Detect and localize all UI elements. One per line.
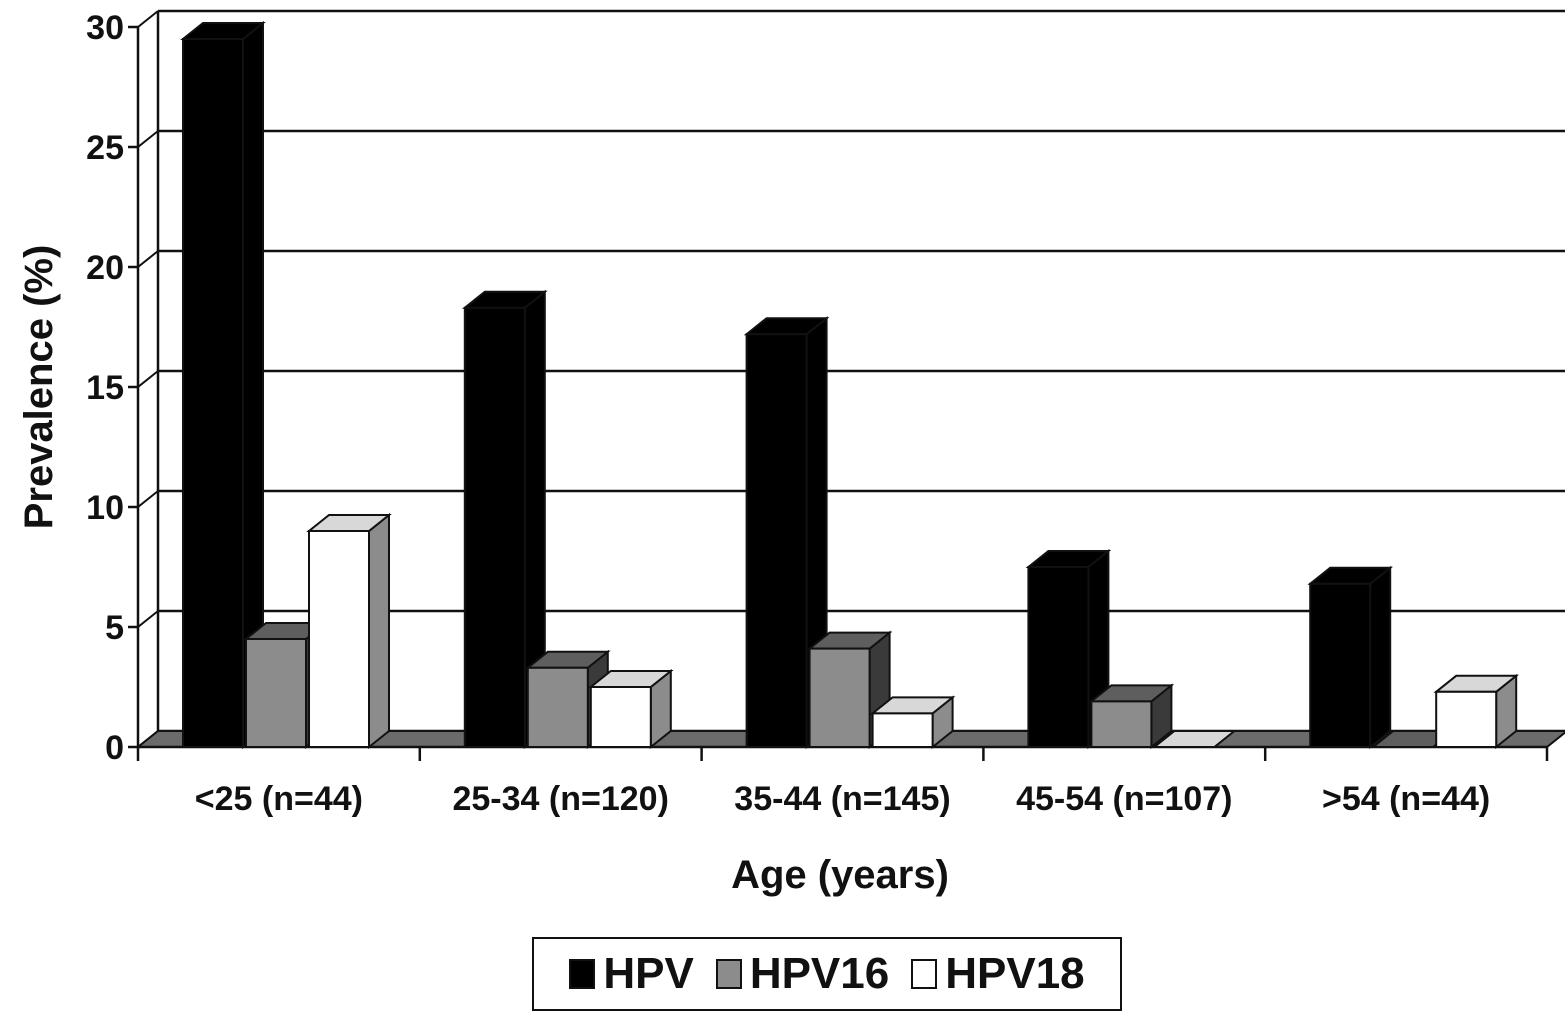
bar-hpv18 (1151, 730, 1238, 748)
x-tick-label: 35-44 (n=145) (734, 780, 950, 818)
bar-front (1309, 582, 1372, 748)
bar-front (745, 333, 808, 748)
y-tick-label: 20 (86, 249, 124, 287)
y-axis-title: Prevalence (%) (17, 245, 61, 530)
legend-swatch-hpv (569, 959, 596, 989)
bars (180, 20, 1520, 750)
x-tick-label: >54 (n=44) (1322, 780, 1490, 818)
bar-hpv16 (1088, 683, 1175, 750)
bar-front (1435, 690, 1498, 748)
x-tick-label: 45-54 (n=107) (1016, 780, 1232, 818)
legend-label-hpv: HPV (603, 949, 694, 998)
bar-hpv18 (1433, 673, 1520, 750)
bar-front (871, 712, 934, 749)
y-tick-label: 5 (105, 609, 124, 647)
y-tick-label: 30 (86, 9, 124, 47)
bar-hpv18 (306, 512, 392, 750)
bar-front (808, 647, 871, 748)
bar-hpv (180, 20, 266, 750)
y-tick-label: 0 (105, 729, 124, 767)
legend-item-hpv18: HPV18 (911, 949, 1085, 999)
legend-label-hpv18: HPV18 (945, 949, 1085, 998)
bar-hpv (1025, 548, 1112, 750)
bar-side (368, 512, 390, 750)
y-tick-label: 25 (86, 129, 124, 167)
gridline-depth (137, 610, 159, 628)
legend-label-hpv16: HPV16 (749, 949, 890, 998)
gridline-depth (137, 370, 159, 388)
bar-hpv (461, 289, 548, 750)
gridline-depth (137, 250, 159, 268)
gridline-depth (137, 490, 159, 508)
y-tick-label: 10 (86, 489, 124, 527)
bar-hpv18 (869, 695, 956, 750)
bar-hpv (1307, 565, 1394, 750)
x-tick-label: <25 (n=44) (195, 780, 363, 818)
labels: 0 5 10 15 20 25 30 <25 (n=44) 25-34 (n=120) 35-44… (17, 9, 1490, 897)
x-tick-label: 25-34 (n=120) (452, 780, 668, 818)
bar-front (463, 306, 526, 748)
bar-hpv18 (587, 668, 674, 750)
bar-front (1090, 700, 1153, 749)
bar-front (589, 686, 652, 748)
legend-swatch-hpv16 (715, 959, 742, 989)
x-axis-title: Age (years) (731, 853, 949, 897)
bar-top (1151, 730, 1238, 748)
bar-front (245, 638, 307, 748)
legend-item-hpv16: HPV16 (715, 949, 890, 999)
legend: HPV HPV16 HPV18 (532, 937, 1122, 1011)
bar-front (1027, 566, 1090, 748)
bar-front (526, 666, 589, 748)
bar-front (308, 530, 370, 748)
y-tick-label: 15 (86, 369, 124, 407)
legend-item-hpv: HPV (569, 949, 694, 999)
legend-swatch-hpv18 (911, 959, 938, 989)
gridline-depth (137, 10, 159, 28)
bar-side (1369, 565, 1392, 750)
bar-front (182, 38, 244, 748)
gridline-depth (137, 130, 159, 148)
